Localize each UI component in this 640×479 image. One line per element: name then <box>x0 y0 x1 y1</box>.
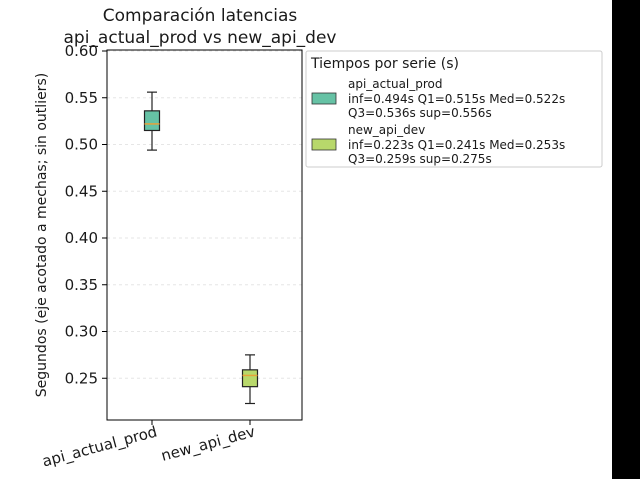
grid-lines <box>107 50 302 379</box>
chart-subtitle: api_actual_prod vs new_api_dev <box>64 28 337 48</box>
legend-stats-line2: Q3=0.259s sup=0.275s <box>348 152 492 166</box>
legend-stats-line1: inf=0.223s Q1=0.241s Med=0.253s <box>348 138 565 152</box>
y-tick-label: 0.40 <box>65 229 98 247</box>
y-tick-label: 0.35 <box>65 276 98 294</box>
y-tick-label: 0.25 <box>65 369 98 387</box>
legend-swatch <box>311 92 337 105</box>
box-series <box>143 91 259 405</box>
legend-stats-line2: Q3=0.536s sup=0.556s <box>348 106 492 120</box>
x-tick-label: api_actual_prod <box>40 422 159 471</box>
y-tick-label: 0.45 <box>65 182 98 200</box>
legend-stats-line1: inf=0.494s Q1=0.515s Med=0.522s <box>348 92 565 106</box>
y-tick-label: 0.60 <box>65 42 98 60</box>
legend-title: Tiempos por serie (s) <box>310 56 459 72</box>
legend-series-name: api_actual_prod <box>348 77 443 91</box>
box-api_actual_prod <box>143 91 161 151</box>
y-tick-label: 0.50 <box>65 136 98 154</box>
y-tick-label: 0.55 <box>65 89 98 107</box>
chart-title: Comparación latencias <box>103 6 298 26</box>
x-axis-ticks: api_actual_prod new_api_dev <box>40 420 257 471</box>
legend: Tiempos por serie (s)api_actual_prodinf=… <box>305 50 603 168</box>
y-tick-label: 0.30 <box>65 323 98 341</box>
y-axis-label: Segundos (eje acotado a mechas; sin outl… <box>34 73 50 397</box>
legend-swatch <box>311 138 337 151</box>
iqr-box <box>241 369 259 388</box>
iqr-box <box>143 110 161 132</box>
y-axis-ticks: 0.25 0.30 0.35 0.40 0.45 0.50 0.55 0.60 <box>65 42 107 387</box>
legend-frame <box>305 50 603 168</box>
x-tick-label: new_api_dev <box>159 422 257 465</box>
box-new_api_dev <box>241 354 259 405</box>
plot-area <box>106 49 303 421</box>
legend-series-name: new_api_dev <box>348 123 425 137</box>
chart-figure: Comparación latencias api_actual_prod vs… <box>0 0 612 479</box>
